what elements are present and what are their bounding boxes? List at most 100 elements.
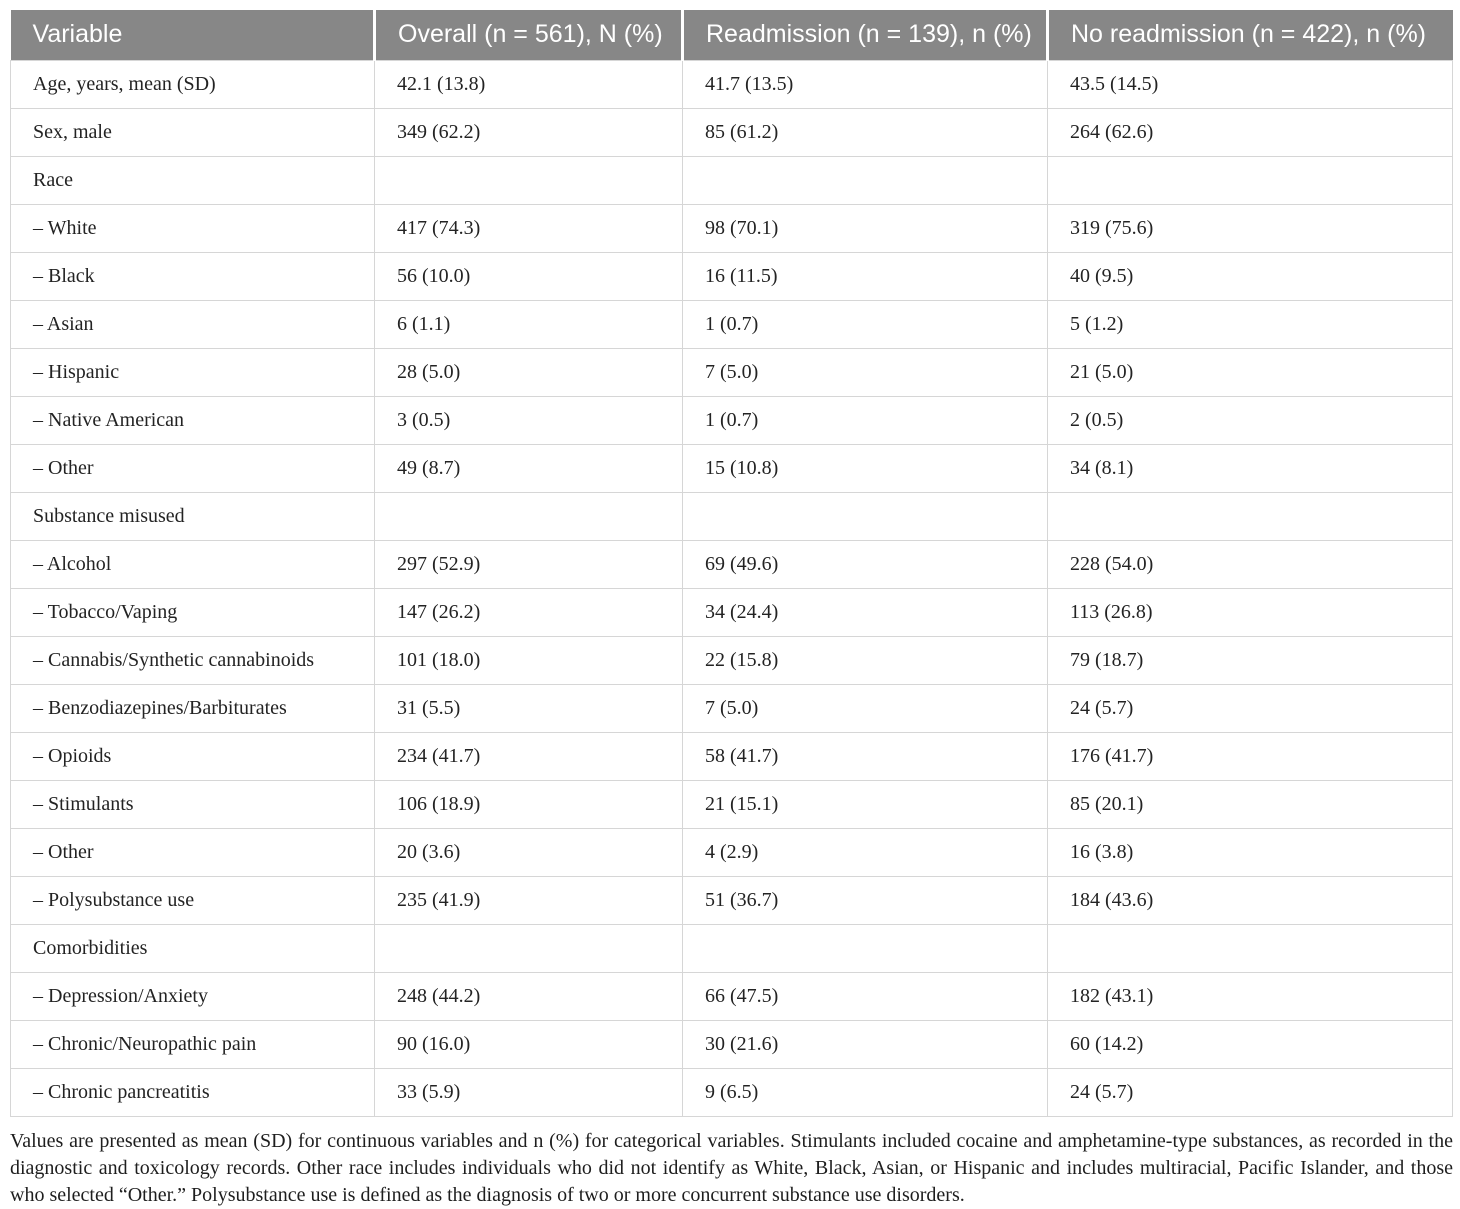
table-row-substance-other: – Other 20 (3.6) 4 (2.9) 16 (3.8) [10, 827, 1453, 877]
cell-overall: 248 (44.2) [374, 971, 683, 1021]
row-label: – Black [10, 251, 375, 301]
cell-overall: 349 (62.2) [374, 107, 683, 157]
cell-overall: 147 (26.2) [374, 587, 683, 637]
cell-overall: 6 (1.1) [374, 299, 683, 349]
table-row-asian: – Asian 6 (1.1) 1 (0.7) 5 (1.2) [10, 299, 1453, 349]
cell-readmission: 58 (41.7) [682, 731, 1048, 781]
cell-overall [374, 155, 683, 205]
row-label: – Alcohol [10, 539, 375, 589]
table-row-black: – Black 56 (10.0) 16 (11.5) 40 (9.5) [10, 251, 1453, 301]
cell-no-readmission: 40 (9.5) [1047, 251, 1453, 301]
section-label: Race [10, 155, 375, 205]
cell-overall: 234 (41.7) [374, 731, 683, 781]
row-label: – Other [10, 443, 375, 493]
cell-readmission: 66 (47.5) [682, 971, 1048, 1021]
table-row-substance-section: Substance misused [10, 491, 1453, 541]
table-row-sex: Sex, male 349 (62.2) 85 (61.2) 264 (62.6… [10, 107, 1453, 157]
cell-no-readmission [1047, 491, 1453, 541]
cell-no-readmission: 85 (20.1) [1047, 779, 1453, 829]
cell-overall: 28 (5.0) [374, 347, 683, 397]
header-row: Variable Overall (n = 561), N (%) Readmi… [10, 10, 1453, 60]
table-row-hispanic: – Hispanic 28 (5.0) 7 (5.0) 21 (5.0) [10, 347, 1453, 397]
section-label: Comorbidities [10, 923, 375, 973]
cell-readmission: 15 (10.8) [682, 443, 1048, 493]
cell-no-readmission: 43.5 (14.5) [1047, 59, 1453, 109]
table-body: Age, years, mean (SD) 42.1 (13.8) 41.7 (… [10, 59, 1453, 1117]
row-label: – Chronic/Neuropathic pain [10, 1019, 375, 1069]
col-header-no-readmission: No readmission (n = 422), n (%) [1046, 10, 1453, 60]
cell-no-readmission: 264 (62.6) [1047, 107, 1453, 157]
col-header-overall: Overall (n = 561), N (%) [373, 10, 683, 60]
table-row-white: – White 417 (74.3) 98 (70.1) 319 (75.6) [10, 203, 1453, 253]
table-row-chronic-pain: – Chronic/Neuropathic pain 90 (16.0) 30 … [10, 1019, 1453, 1069]
table-row-stimulants: – Stimulants 106 (18.9) 21 (15.1) 85 (20… [10, 779, 1453, 829]
col-header-variable: Variable [10, 10, 375, 60]
cell-overall: 31 (5.5) [374, 683, 683, 733]
cell-readmission: 98 (70.1) [682, 203, 1048, 253]
cell-no-readmission: 79 (18.7) [1047, 635, 1453, 685]
cell-no-readmission: 176 (41.7) [1047, 731, 1453, 781]
cell-no-readmission: 21 (5.0) [1047, 347, 1453, 397]
row-label: – Benzodiazepines/Barbiturates [10, 683, 375, 733]
cell-readmission: 1 (0.7) [682, 395, 1048, 445]
cell-readmission [682, 155, 1048, 205]
cell-readmission [682, 923, 1048, 973]
row-label: Age, years, mean (SD) [10, 59, 375, 109]
cell-readmission: 4 (2.9) [682, 827, 1048, 877]
cell-overall: 417 (74.3) [374, 203, 683, 253]
table-row-alcohol: – Alcohol 297 (52.9) 69 (49.6) 228 (54.0… [10, 539, 1453, 589]
cell-overall: 3 (0.5) [374, 395, 683, 445]
demographics-table: Variable Overall (n = 561), N (%) Readmi… [10, 10, 1453, 1117]
cell-overall [374, 491, 683, 541]
row-label: – White [10, 203, 375, 253]
table-row-pancreatitis: – Chronic pancreatitis 33 (5.9) 9 (6.5) … [10, 1067, 1453, 1117]
cell-readmission: 34 (24.4) [682, 587, 1048, 637]
table-row-native-american: – Native American 3 (0.5) 1 (0.7) 2 (0.5… [10, 395, 1453, 445]
row-label: – Hispanic [10, 347, 375, 397]
row-label: – Other [10, 827, 375, 877]
cell-readmission: 30 (21.6) [682, 1019, 1048, 1069]
table-footnote: Values are presented as mean (SD) for co… [10, 1130, 1453, 1206]
table-row-comorbidities-section: Comorbidities [10, 923, 1453, 973]
table-row-race-section: Race [10, 155, 1453, 205]
cell-overall: 42.1 (13.8) [374, 59, 683, 109]
cell-no-readmission [1047, 923, 1453, 973]
cell-overall: 235 (41.9) [374, 875, 683, 925]
cell-no-readmission [1047, 155, 1453, 205]
cell-no-readmission: 228 (54.0) [1047, 539, 1453, 589]
row-label: – Stimulants [10, 779, 375, 829]
cell-no-readmission: 184 (43.6) [1047, 875, 1453, 925]
table-header: Variable Overall (n = 561), N (%) Readmi… [10, 10, 1453, 60]
cell-no-readmission: 182 (43.1) [1047, 971, 1453, 1021]
cell-readmission: 69 (49.6) [682, 539, 1048, 589]
cell-no-readmission: 24 (5.7) [1047, 1067, 1453, 1117]
row-label: – Opioids [10, 731, 375, 781]
table-row-opioids: – Opioids 234 (41.7) 58 (41.7) 176 (41.7… [10, 731, 1453, 781]
table-row-benzodiazepines: – Benzodiazepines/Barbiturates 31 (5.5) … [10, 683, 1453, 733]
cell-overall: 101 (18.0) [374, 635, 683, 685]
cell-readmission: 7 (5.0) [682, 683, 1048, 733]
cell-no-readmission: 5 (1.2) [1047, 299, 1453, 349]
cell-no-readmission: 113 (26.8) [1047, 587, 1453, 637]
section-label: Substance misused [10, 491, 375, 541]
cell-no-readmission: 319 (75.6) [1047, 203, 1453, 253]
row-label: – Asian [10, 299, 375, 349]
cell-overall: 297 (52.9) [374, 539, 683, 589]
cell-overall [374, 923, 683, 973]
row-label: – Polysubstance use [10, 875, 375, 925]
row-label: Sex, male [10, 107, 375, 157]
cell-readmission: 16 (11.5) [682, 251, 1048, 301]
cell-readmission: 7 (5.0) [682, 347, 1048, 397]
cell-readmission: 9 (6.5) [682, 1067, 1048, 1117]
cell-no-readmission: 34 (8.1) [1047, 443, 1453, 493]
cell-no-readmission: 16 (3.8) [1047, 827, 1453, 877]
row-label: – Native American [10, 395, 375, 445]
cell-readmission [682, 491, 1048, 541]
cell-no-readmission: 60 (14.2) [1047, 1019, 1453, 1069]
table-row-tobacco: – Tobacco/Vaping 147 (26.2) 34 (24.4) 11… [10, 587, 1453, 637]
cell-no-readmission: 2 (0.5) [1047, 395, 1453, 445]
table-row-cannabis: – Cannabis/Synthetic cannabinoids 101 (1… [10, 635, 1453, 685]
col-header-readmission: Readmission (n = 139), n (%) [681, 10, 1048, 60]
row-label: – Depression/Anxiety [10, 971, 375, 1021]
